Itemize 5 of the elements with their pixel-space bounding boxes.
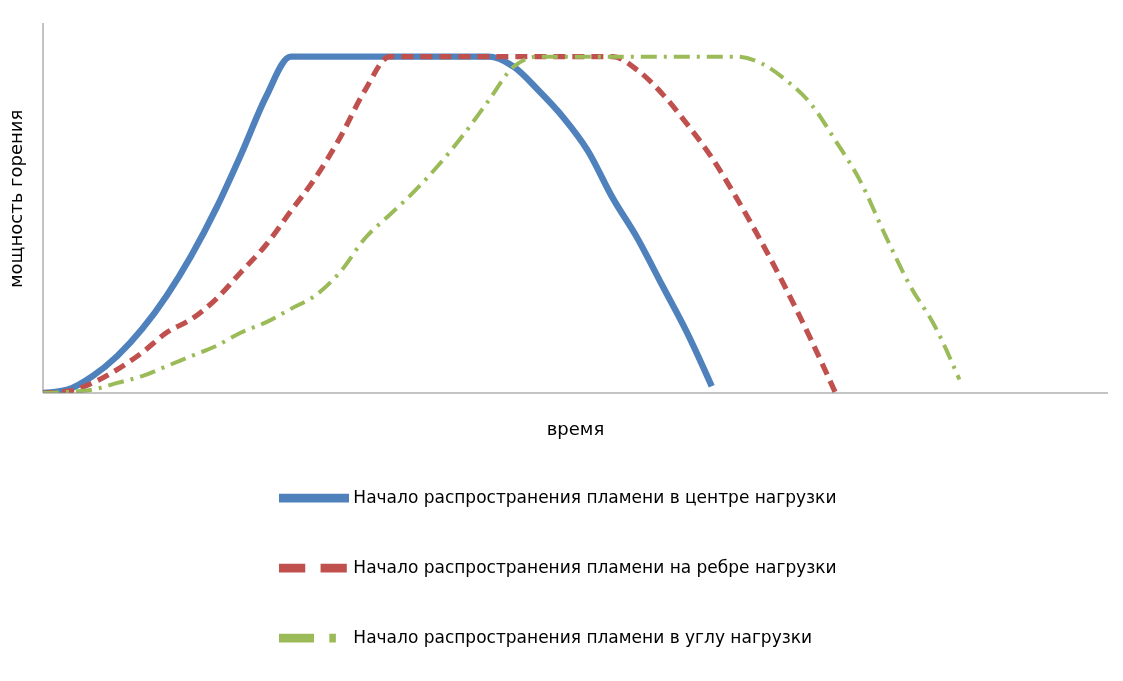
- legend-label: Начало распространения пламени в углу нагрузки: [353, 627, 813, 647]
- legend-label: Начало распространения пламени на ребре нагрузки: [353, 557, 837, 577]
- x-axis-title: время: [546, 418, 605, 439]
- legend-label: Начало распространения пламени в центре нагрузки: [353, 487, 837, 507]
- y-axis-title: мощность горения: [5, 109, 27, 288]
